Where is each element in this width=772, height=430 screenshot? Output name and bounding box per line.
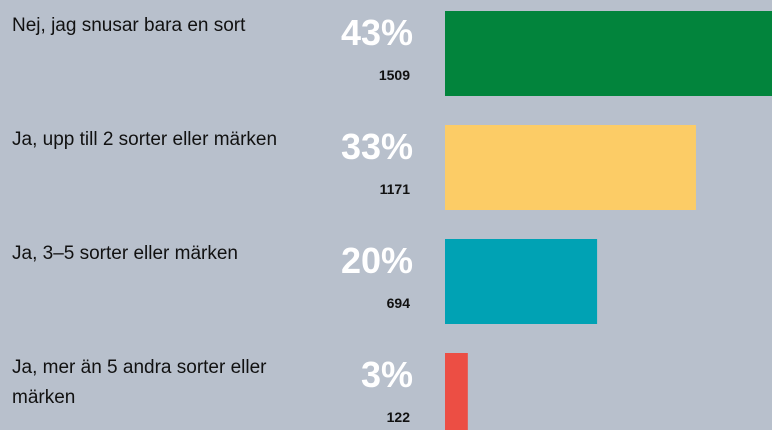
percentage: 20% <box>340 240 413 281</box>
percentage: 3% <box>360 354 413 395</box>
vote-count: 1171 <box>379 181 410 197</box>
bar <box>445 11 772 96</box>
option-label: Nej, jag snusar bara en sort <box>12 15 246 36</box>
bar <box>445 353 468 430</box>
bar <box>445 239 598 324</box>
option-label: Ja, upp till 2 sorter eller märken <box>12 129 278 150</box>
percentage: 33% <box>340 126 413 167</box>
vote-count: 122 <box>386 409 410 425</box>
bar <box>445 125 696 210</box>
option-label: Ja, mer än 5 andra sorter eller märken <box>12 357 267 408</box>
option-label: Ja, 3–5 sorter eller märken <box>12 243 238 264</box>
vote-count: 694 <box>386 295 410 311</box>
vote-count: 1509 <box>378 67 410 83</box>
percentage: 43% <box>340 12 413 53</box>
